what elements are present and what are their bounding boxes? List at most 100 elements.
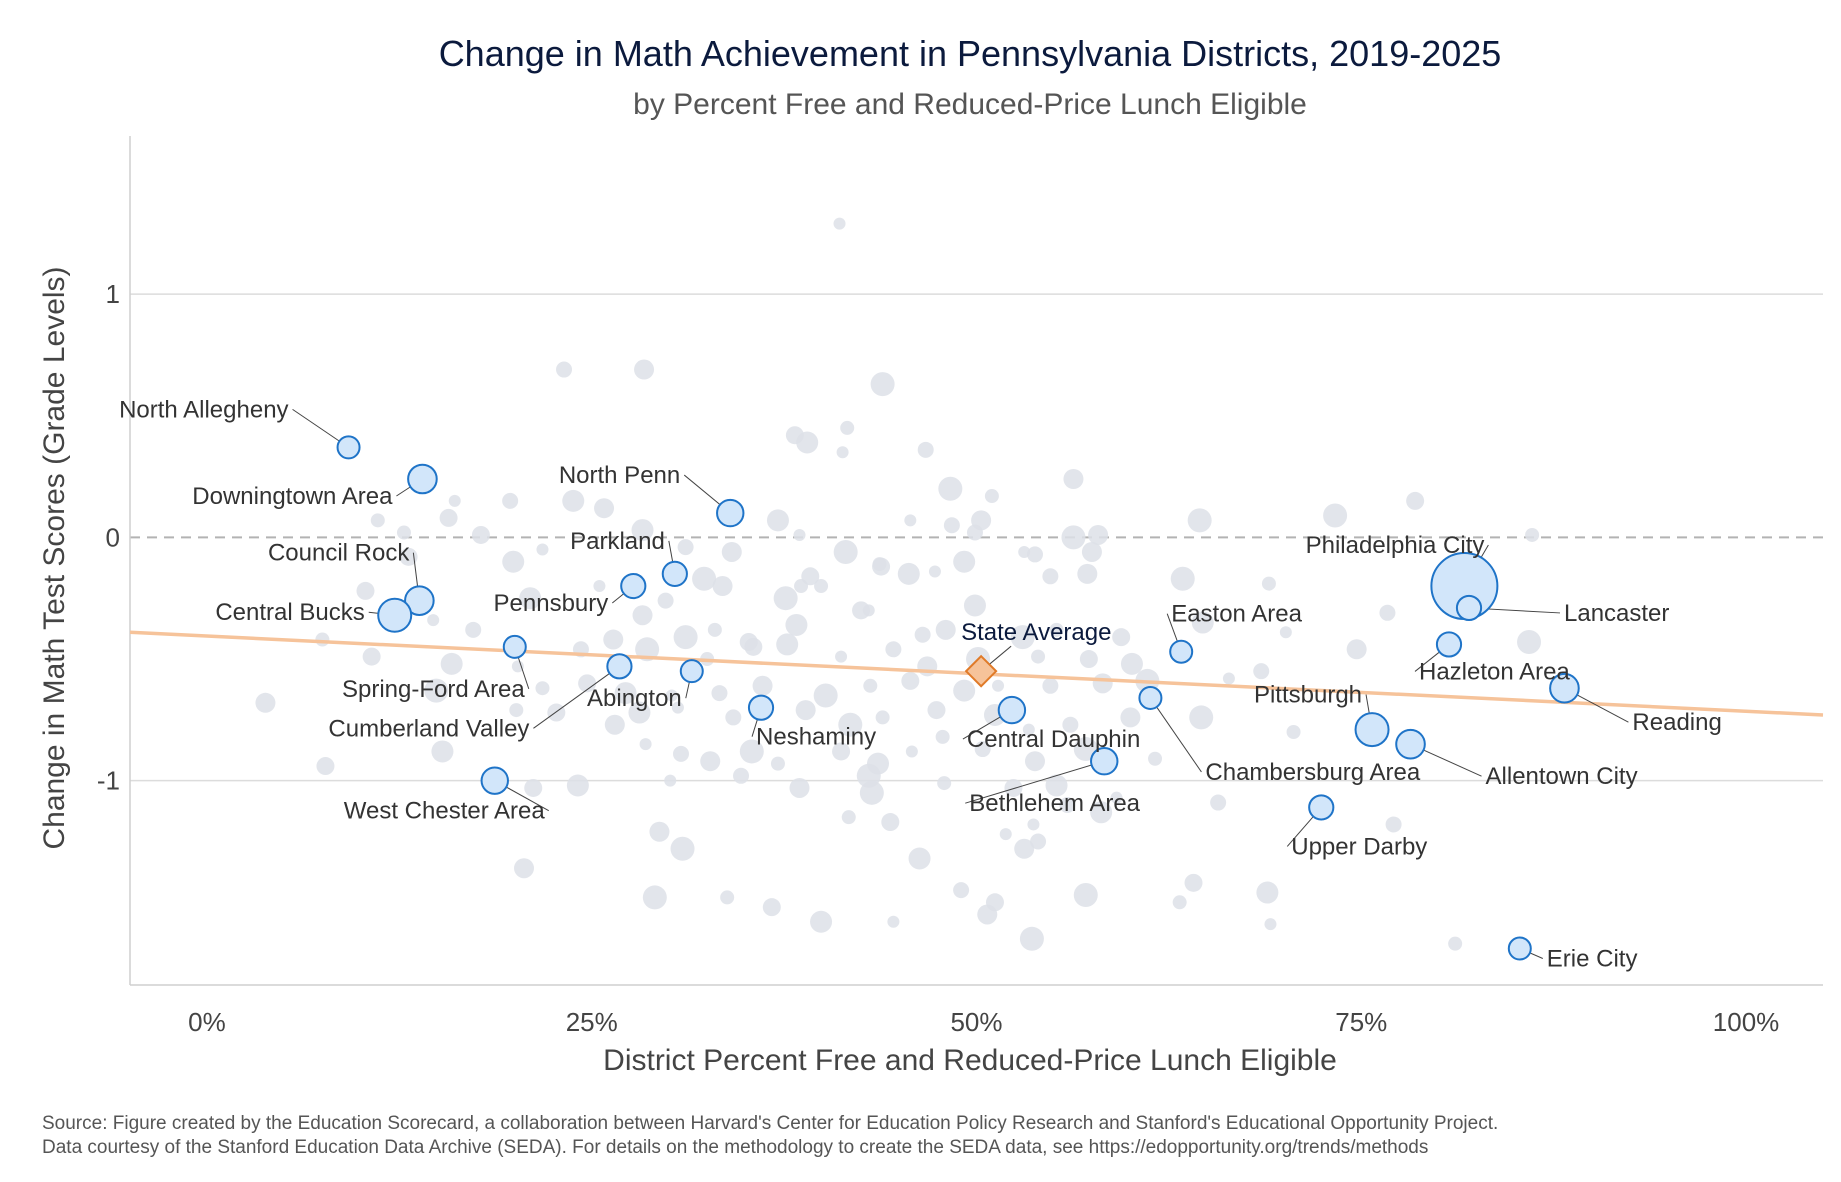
background-point [870, 372, 895, 397]
background-point [836, 446, 849, 459]
background-point [566, 774, 589, 797]
background-point [938, 476, 963, 501]
background-point [1406, 491, 1425, 510]
background-point [838, 712, 863, 737]
background-point [635, 637, 660, 662]
background-point [752, 675, 773, 696]
background-point [519, 587, 542, 610]
background-point [835, 650, 848, 663]
background-point [793, 528, 806, 541]
background-point [810, 910, 833, 933]
background-point [795, 700, 816, 721]
background-point [841, 810, 856, 825]
district-point [1395, 728, 1426, 760]
background-point [431, 740, 454, 763]
x-tick-label: 25% [566, 1007, 618, 1037]
background-point [1112, 628, 1131, 647]
district-point [377, 597, 413, 633]
background-point [1030, 833, 1047, 850]
background-point [1148, 751, 1163, 766]
district-point [1090, 746, 1119, 776]
background-point [536, 543, 549, 556]
district-point [480, 766, 509, 795]
background-point [875, 710, 890, 725]
district-point [1549, 672, 1580, 704]
background-point [1042, 677, 1059, 694]
background-point [502, 550, 525, 573]
district-point [620, 572, 647, 600]
background-point [1264, 918, 1277, 931]
district-point [404, 585, 435, 616]
background-point [1279, 626, 1292, 639]
background-point [917, 656, 938, 677]
background-point [362, 647, 381, 666]
background-point [1062, 716, 1079, 733]
state-average-marker [964, 654, 998, 688]
district-point [1354, 712, 1390, 748]
background-point [953, 679, 976, 702]
background-point [677, 539, 694, 556]
district-point [1308, 794, 1335, 821]
background-point [672, 745, 689, 762]
district-point [1455, 594, 1483, 622]
background-point [1187, 508, 1212, 533]
background-point [657, 592, 674, 609]
background-point [905, 745, 918, 758]
background-point [928, 565, 941, 578]
background-point [999, 828, 1012, 841]
background-point [862, 604, 875, 617]
district-label: North Penn [559, 462, 680, 489]
chart-title: Change in Math Achievement in Pennsylvan… [439, 33, 1502, 74]
background-point [1189, 705, 1214, 730]
background-point [840, 420, 855, 435]
background-point [356, 581, 375, 600]
district-point [502, 634, 527, 659]
gridlines [130, 293, 1823, 782]
district-point [716, 498, 745, 528]
background-point [1026, 546, 1043, 563]
background-point [649, 821, 670, 842]
background-point [935, 729, 950, 744]
background-point [796, 431, 819, 454]
district-label: Cumberland Valley [328, 715, 529, 742]
background-point [833, 217, 846, 230]
background-point [739, 739, 764, 764]
district-label: Parkland [570, 528, 665, 555]
background-point [614, 682, 637, 705]
background-point [897, 562, 920, 585]
background-point [904, 514, 917, 527]
district-label: Lancaster [1564, 600, 1669, 627]
background-point [770, 756, 785, 771]
background-point [642, 885, 667, 910]
district-label: Neshaminy [756, 724, 876, 751]
background-point [448, 494, 461, 507]
background-point [509, 703, 524, 718]
background-point [665, 689, 678, 702]
district-label: Council Rock [268, 540, 410, 567]
background-point [1010, 625, 1035, 650]
background-point [514, 858, 535, 879]
y-tick-label: 1 [106, 279, 120, 309]
background-point [1061, 525, 1086, 550]
background-point [1120, 707, 1141, 728]
background-point [785, 613, 808, 636]
background-point [1172, 895, 1187, 910]
background-point [1323, 503, 1348, 528]
background-point [789, 777, 810, 798]
background-point [1092, 673, 1113, 694]
background-point [881, 813, 900, 832]
background-point [1090, 801, 1113, 824]
background-point [1448, 936, 1463, 951]
background-point [594, 498, 615, 519]
point-labels: North Allegheny Downingtown Area Council R… [119, 396, 1722, 972]
background-point [1253, 663, 1270, 680]
district-label: North Allegheny [119, 396, 288, 423]
background-point [1385, 816, 1402, 833]
label-leader [533, 665, 620, 729]
background-point [399, 547, 418, 566]
x-tick-label: 75% [1335, 1007, 1387, 1037]
district-point [606, 653, 633, 680]
label-leader [1150, 697, 1202, 773]
background-point [670, 836, 695, 861]
label-leaders [292, 408, 1629, 959]
